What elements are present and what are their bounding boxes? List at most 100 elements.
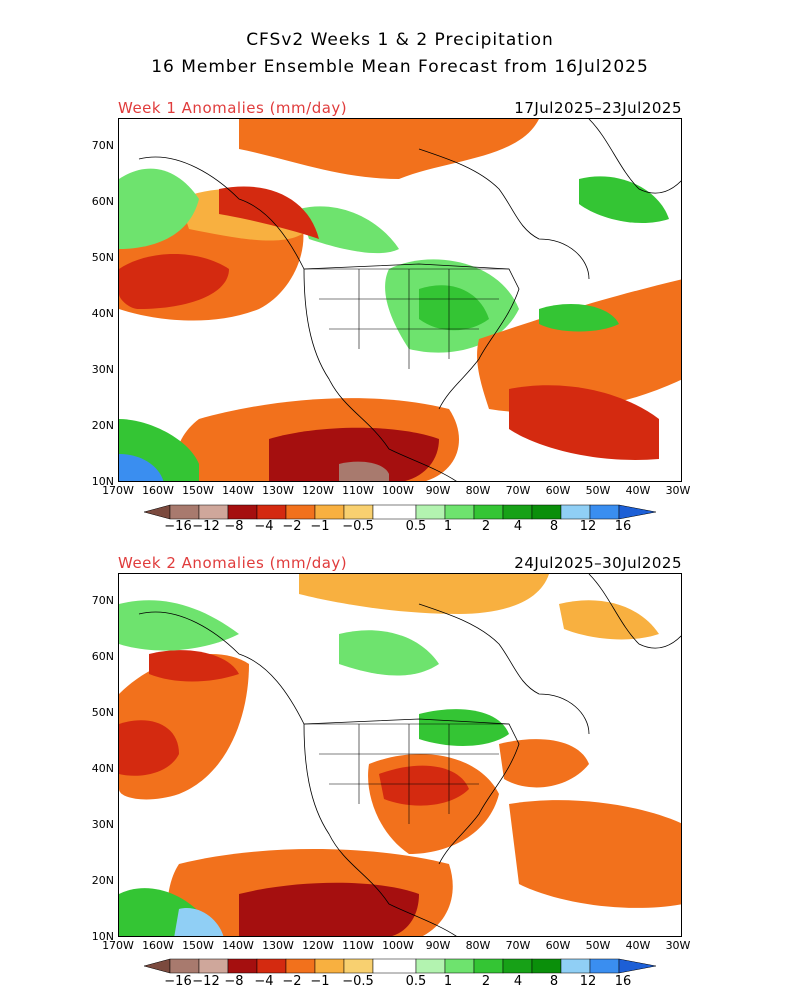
wet-anomaly-region <box>119 168 199 249</box>
cbar1-tick: −4 <box>254 519 274 534</box>
cbar2-tick: 1 <box>443 974 453 989</box>
cbar1-tick: −8 <box>224 519 244 534</box>
dry-anomaly-region <box>119 254 229 309</box>
lon-label-90w: 90W <box>425 939 451 952</box>
wet-anomaly-region <box>299 206 399 254</box>
colorbar-high-arrow <box>618 504 657 520</box>
wet-anomaly-region <box>579 176 669 224</box>
lon-label-150w: 150W <box>182 484 214 497</box>
dry-anomaly-region <box>119 720 179 776</box>
lon-label-170w: 170W <box>102 939 134 952</box>
colorbar-segment <box>285 504 316 520</box>
cbar2-tick: −0.5 <box>342 974 374 989</box>
colorbar-segment <box>589 504 620 520</box>
cbar2-tick: −12 <box>192 974 220 989</box>
colorbar-segment <box>502 504 533 520</box>
week2-panel-label: Week 2 Anomalies (mm/day) <box>118 554 348 572</box>
lat-label-70n: 70N <box>91 594 114 607</box>
cbar2-tick: 8 <box>549 974 559 989</box>
cbar2-tick: 0.5 <box>405 974 427 989</box>
cbar1-tick: −2 <box>282 519 302 534</box>
lon-label-170w: 170W <box>102 484 134 497</box>
lon-label-100w: 100W <box>382 484 414 497</box>
wet-anomaly-region <box>339 630 439 676</box>
colorbar-segment <box>531 504 562 520</box>
lon-label-30w: 30W <box>665 939 691 952</box>
cbar1-tick: 16 <box>614 519 632 534</box>
cbar1-tick: 2 <box>481 519 491 534</box>
cbar1-tick: −0.5 <box>342 519 374 534</box>
lat-label-70n: 70N <box>91 139 114 152</box>
dry-anomaly-region <box>499 739 589 788</box>
wet-anomaly-region <box>419 285 489 331</box>
lat-label-60n: 60N <box>91 650 114 663</box>
lat-label-40n: 40N <box>91 307 114 320</box>
north-america-coastline <box>138 603 590 936</box>
week1-colorbar <box>143 504 657 520</box>
cbar1-tick: −1 <box>310 519 330 534</box>
lat-label-10n: 10N <box>91 930 114 943</box>
chart-title-line2: 16 Member Ensemble Mean Forecast from 16… <box>151 57 649 77</box>
colorbar-segment <box>444 504 475 520</box>
lon-label-160w: 160W <box>142 939 174 952</box>
lat-label-30n: 30N <box>91 363 114 376</box>
colorbar-low-arrow <box>143 504 171 520</box>
dry-anomaly-region <box>477 279 681 413</box>
colorbar-segment <box>343 958 374 974</box>
lon-label-80w: 80W <box>465 939 491 952</box>
cbar1-tick: 4 <box>513 519 523 534</box>
colorbar-segment <box>256 504 287 520</box>
lon-label-70w: 70W <box>505 484 531 497</box>
week2-colorbar <box>143 958 657 974</box>
cbar1-tick: 8 <box>549 519 559 534</box>
wet-anomaly-region <box>119 600 239 651</box>
colorbar-segment <box>473 958 504 974</box>
greenland-coastline <box>588 574 681 649</box>
colorbar-segment <box>415 504 446 520</box>
lon-label-50w: 50W <box>585 484 611 497</box>
cbar2-tick: −1 <box>310 974 330 989</box>
lat-label-50n: 50N <box>91 251 114 264</box>
colorbar-high-arrow <box>618 958 657 974</box>
colorbar-segment <box>314 504 345 520</box>
cbar1-tick: −12 <box>192 519 220 534</box>
lon-label-40w: 40W <box>625 939 651 952</box>
colorbar-segment <box>227 504 258 520</box>
cbar2-tick: 4 <box>513 974 523 989</box>
lat-label-40n: 40N <box>91 762 114 775</box>
north-america-coastline <box>138 148 590 481</box>
dry-anomaly-region <box>219 186 319 239</box>
lat-label-30n: 30N <box>91 818 114 831</box>
dry-anomaly-region <box>299 574 549 614</box>
week2-anomaly-map <box>118 573 682 937</box>
lat-label-60n: 60N <box>91 195 114 208</box>
wet-anomaly-region <box>119 454 164 481</box>
colorbar-segment <box>444 958 475 974</box>
lat-label-50n: 50N <box>91 706 114 719</box>
cbar2-tick: 16 <box>614 974 632 989</box>
lat-label-10n: 10N <box>91 475 114 488</box>
dry-anomaly-region <box>379 765 469 806</box>
colorbar-segment <box>256 958 287 974</box>
colorbar-segment <box>415 958 446 974</box>
lon-label-140w: 140W <box>222 484 254 497</box>
colorbar-segment <box>473 504 504 520</box>
colorbar-segment <box>502 958 533 974</box>
state-boundaries <box>304 268 509 369</box>
colorbar-segment <box>560 504 591 520</box>
colorbar-segment <box>169 958 200 974</box>
state-boundaries <box>304 723 509 824</box>
cbar2-tick: 2 <box>481 974 491 989</box>
dry-anomaly-region <box>239 119 539 179</box>
dry-anomaly-region <box>509 800 681 908</box>
week2-panel-dates: 24Jul2025–30Jul2025 <box>514 554 682 572</box>
lon-label-60w: 60W <box>545 939 571 952</box>
lon-label-100w: 100W <box>382 939 414 952</box>
colorbar-segment <box>589 958 620 974</box>
week1-map-svg <box>119 119 681 481</box>
lon-label-110w: 110W <box>342 484 374 497</box>
cbar1-tick: 12 <box>579 519 597 534</box>
dry-anomaly-region <box>239 882 419 936</box>
colorbar-low-arrow <box>143 958 171 974</box>
lon-label-30w: 30W <box>665 484 691 497</box>
